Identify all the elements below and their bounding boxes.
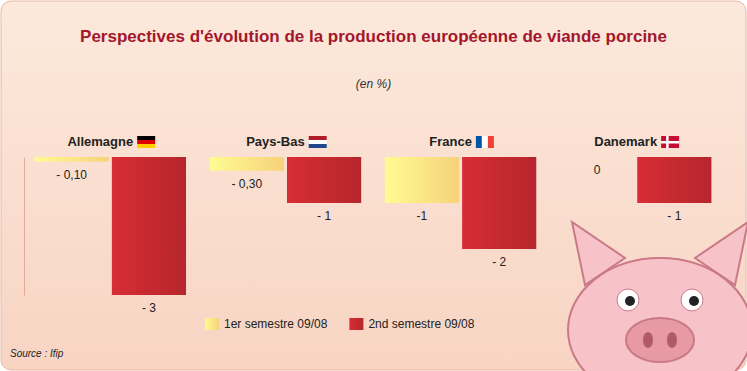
flag-stripe [488, 136, 494, 148]
legend: 1er semestre 09/08 2nd semestre 09/08 [205, 317, 475, 331]
flag [476, 136, 494, 148]
legend-label: 1er semestre 09/08 [224, 317, 328, 331]
flag-stripe [309, 140, 327, 144]
pig-snout [626, 318, 694, 362]
data-label: - 0,30 [231, 177, 262, 191]
pig-illustration [568, 222, 747, 371]
bar [35, 157, 109, 162]
data-label: - 1 [667, 209, 681, 223]
bar [287, 157, 361, 203]
pig-pupil [689, 296, 699, 306]
category-label: Pays-Bas [246, 134, 305, 149]
category-label: France [429, 134, 472, 149]
bar [112, 157, 186, 295]
flag-stripe [309, 136, 327, 140]
category-labels: Allemagne Pays-Bas France Danemark [67, 134, 679, 149]
data-label: - 3 [142, 301, 156, 315]
pig-head [568, 258, 747, 371]
bar [637, 157, 711, 203]
data-label: 0 [594, 163, 601, 177]
data-labels: - 0,10 - 0,30 -1 0 - 3 - 1 - 2 - 1 [56, 163, 681, 315]
source: Source : Ifip [10, 348, 64, 359]
pig-nostril [643, 332, 653, 348]
category-label: Allemagne [67, 134, 133, 149]
pig-eye [617, 289, 639, 311]
flag-stripe [309, 144, 327, 148]
flag-stripe [476, 136, 482, 148]
flag-cross [661, 141, 679, 144]
data-label: - 0,10 [56, 168, 87, 182]
flag-stripe [482, 136, 488, 148]
legend-label: 2nd semestre 09/08 [368, 317, 474, 331]
category-label: Danemark [594, 134, 658, 149]
data-label: - 2 [492, 255, 506, 269]
flag [309, 136, 327, 148]
flag-stripe [137, 140, 155, 144]
flag [137, 136, 155, 148]
bar [560, 157, 634, 158]
flag-field [661, 136, 679, 148]
legend-swatch [205, 318, 219, 330]
pig-pupil [625, 296, 635, 306]
flag-stripe [137, 144, 155, 148]
flag-stripe [137, 136, 155, 140]
bars [35, 157, 712, 295]
bar [462, 157, 536, 249]
chart: Perspectives d'évolution de la productio… [0, 0, 747, 371]
data-label: - 1 [317, 209, 331, 223]
data-label: -1 [417, 209, 428, 223]
subtitle: (en %) [356, 77, 391, 91]
title: Perspectives d'évolution de la productio… [80, 27, 667, 46]
legend-swatch [349, 318, 363, 330]
bar [385, 157, 459, 203]
pig-eye [681, 289, 703, 311]
axis-line [24, 158, 25, 296]
flag [661, 136, 679, 148]
y-axis [24, 158, 25, 296]
pig-nostril [667, 332, 677, 348]
bar [210, 157, 284, 171]
